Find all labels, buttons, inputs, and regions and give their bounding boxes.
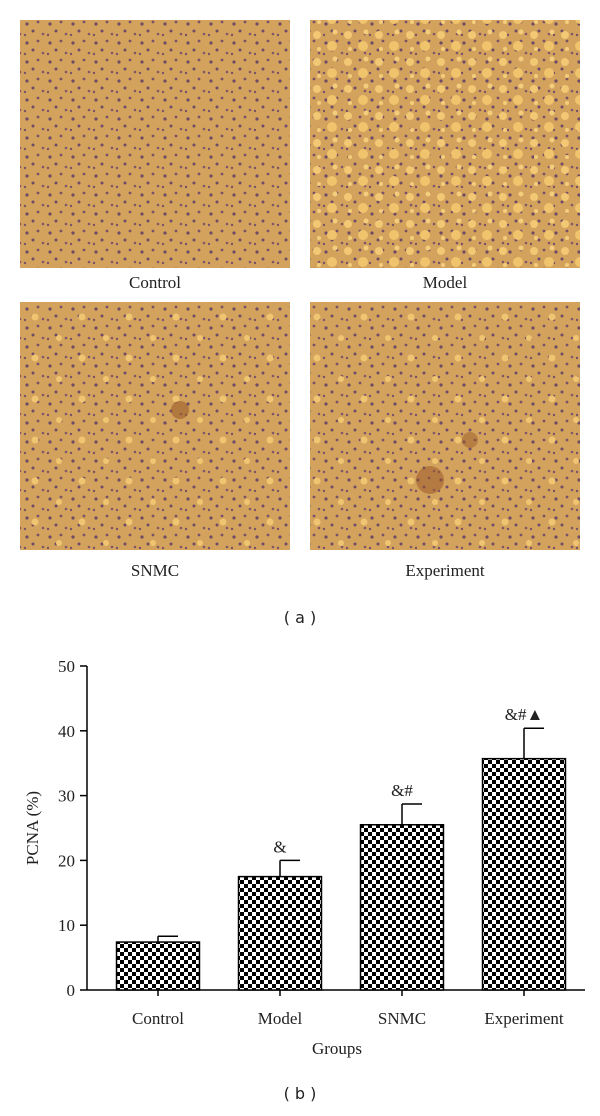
micrograph-control [20,20,290,268]
image-label: Control [129,273,181,292]
annotation: &# [391,781,413,800]
annotation: &#▲ [505,705,544,724]
bar [115,941,201,991]
y-tick-label: 50 [58,657,75,676]
x-tick-label: Experiment [484,1009,564,1028]
panel-caption: ( a ) [284,608,316,627]
bar [359,824,445,991]
bar [481,757,567,991]
bar [237,875,323,991]
image-label: Experiment [405,561,485,580]
x-tick-label: SNMC [378,1009,426,1028]
x-tick-label: Model [258,1009,303,1028]
micrograph-model [310,20,580,268]
y-tick-label: 30 [58,787,75,806]
image-label: SNMC [131,561,179,580]
y-tick-label: 40 [58,722,75,741]
y-axis-label: PCNA (%) [23,791,42,865]
y-tick-label: 20 [58,851,75,870]
y-tick-label: 0 [67,981,76,1000]
x-axis-label: Groups [312,1039,362,1058]
annotation: & [273,837,286,856]
image-label: Model [423,273,468,292]
micrograph-experiment [310,302,580,550]
x-tick-label: Control [132,1009,184,1028]
y-tick-label: 10 [58,916,75,935]
panel-caption: ( b ) [284,1084,317,1103]
micrograph-snmc [20,302,290,550]
